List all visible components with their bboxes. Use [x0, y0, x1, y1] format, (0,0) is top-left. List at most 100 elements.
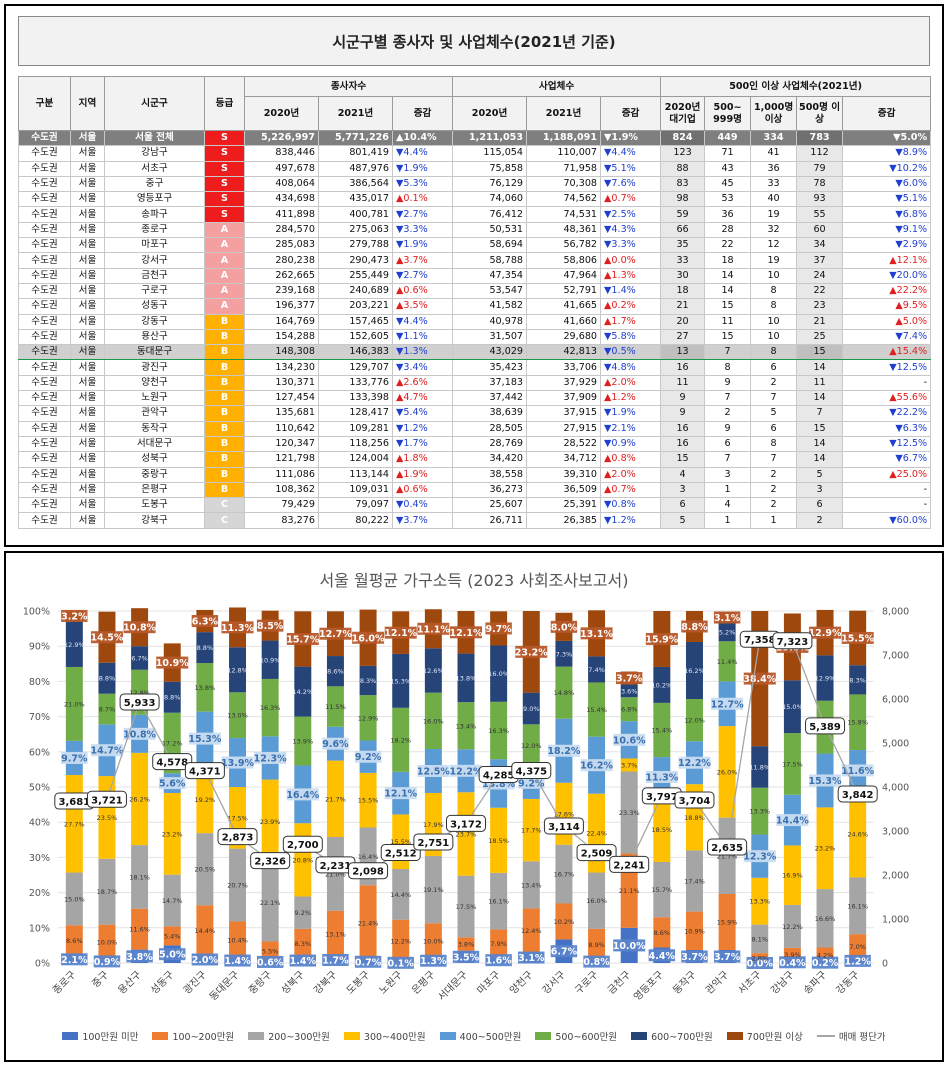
- table-row: 수도권 서울 강동구 B 164,769 157,465 ▼4.4% 40,978 41,660…: [18, 313, 932, 330]
- y-right-tick-label: 8,000: [882, 607, 909, 618]
- large-1000-cell: 10: [750, 313, 798, 330]
- grade-cell: B: [204, 451, 245, 468]
- category-label: 서초구: [736, 969, 764, 997]
- data-label-bg: [743, 672, 776, 685]
- bar-segment: [65, 621, 83, 667]
- grade-cell: A: [204, 252, 245, 269]
- line-data-label: 4,375: [515, 767, 547, 778]
- data-label: 7.9%: [490, 940, 507, 948]
- bar-segment: [326, 656, 344, 687]
- line-label-box: [674, 791, 715, 809]
- large-2020-cell: 20: [660, 313, 706, 330]
- data-label: 3.7%: [681, 952, 708, 963]
- workers-2021-cell: 240,689: [318, 282, 393, 300]
- businesses-2020-cell: 38,558: [452, 466, 528, 483]
- region-cell: 수도권: [18, 129, 71, 147]
- bar-segment: [163, 926, 181, 946]
- y-right-tick-label: 2,000: [882, 871, 909, 882]
- district-cell: 광진구: [104, 359, 205, 376]
- bar-segment: [653, 796, 671, 862]
- large-1000-cell: 2: [750, 497, 798, 514]
- workers-2020-cell: 79,429: [244, 497, 319, 514]
- workers-2020-cell: 148,308: [244, 344, 319, 361]
- line-data-label: 4,285: [483, 770, 515, 781]
- large-500plus-cell: 25: [796, 328, 844, 346]
- data-label: 11.4%: [717, 658, 738, 666]
- businesses-2021-cell: 74,531: [526, 206, 602, 223]
- data-label: 12.3%: [743, 852, 776, 863]
- legend-swatch: [439, 1032, 456, 1040]
- data-label: 16.1%: [847, 902, 868, 910]
- large-500plus-cell: 14: [796, 359, 844, 376]
- large-2020-cell: 6: [660, 497, 706, 514]
- data-label: 17.7%: [521, 827, 542, 835]
- workers-2020-cell: 196,377: [244, 298, 319, 315]
- data-label: 23.2%: [815, 845, 836, 853]
- grade-cell: A: [204, 298, 245, 315]
- bar-segment: [392, 653, 410, 708]
- large-1000-cell: 334: [750, 129, 798, 147]
- businesses-change-cell: ▲0.2%: [600, 298, 662, 315]
- data-label-bg: [547, 744, 580, 757]
- large-1000-cell: 10: [750, 328, 798, 346]
- bar-segment: [98, 858, 116, 925]
- data-label: 12.1%: [450, 628, 483, 639]
- chart-title: 서울 월평균 가구소득 (2023 사회조사보고서): [319, 571, 629, 590]
- workers-change-cell: ▲3.5%: [391, 298, 454, 315]
- data-label: 12.8%: [129, 689, 150, 697]
- line-label-box: [772, 632, 813, 650]
- businesses-2021-cell: 36,509: [526, 481, 602, 499]
- data-label-bg: [322, 737, 349, 750]
- large-500-cell: 14: [704, 267, 752, 284]
- grade-cell: S: [204, 175, 245, 193]
- data-table: 구분 지역 시군구 등급 종사자수 사업체수 500인 이상 사업체수(2021…: [18, 76, 932, 529]
- bar-segment: [196, 632, 214, 664]
- large-1000-cell: 10: [750, 267, 798, 284]
- bar-segment: [588, 928, 606, 961]
- table-row: 수도권 서울 송파구 S 411,898 400,781 ▼2.7% 76,412 74,531…: [18, 206, 932, 223]
- businesses-change-cell: ▼2.5%: [600, 206, 662, 223]
- data-label: 12.6%: [423, 667, 444, 675]
- table-row: 수도권 서울 중구 S 408,064 386,564 ▼5.3% 76,129 70,308 ▼…: [18, 175, 932, 193]
- bar-segment: [783, 680, 801, 734]
- data-label-bg: [681, 620, 708, 633]
- large-500plus-cell: 15: [796, 344, 844, 361]
- large-500plus-cell: 5: [796, 466, 844, 483]
- large-2020-cell: 18: [660, 282, 706, 300]
- legend-item: 700만원 이상: [726, 1029, 803, 1043]
- data-label-bg: [713, 950, 741, 963]
- data-label: 22.1%: [260, 899, 281, 907]
- bar-segment: [490, 807, 508, 873]
- header-region: 구분: [18, 76, 71, 131]
- businesses-2021-cell: 39,310: [526, 466, 602, 483]
- businesses-2020-cell: 58,788: [452, 252, 528, 269]
- line-data-label: 3,704: [679, 796, 711, 807]
- large-change-cell: ▼60.0%: [842, 512, 932, 529]
- data-label: 21.7%: [717, 852, 738, 860]
- data-label-bg: [417, 764, 450, 777]
- data-label-bg: [384, 626, 417, 639]
- bar-segment: [588, 872, 606, 929]
- data-label: 10.2%: [652, 681, 673, 689]
- data-label: 17.5%: [782, 760, 803, 768]
- data-label: 0.8%: [583, 957, 610, 968]
- workers-2020-cell: 164,769: [244, 313, 319, 330]
- data-label: 10.9%: [156, 658, 189, 669]
- data-label: 21.0%: [64, 700, 85, 708]
- data-label: 8.0%: [551, 622, 578, 633]
- area-cell: 서울: [70, 175, 105, 193]
- data-label: 17.4%: [684, 877, 705, 885]
- data-label: 13.3%: [749, 808, 770, 816]
- data-label: 6.8%: [621, 706, 638, 714]
- bar-segment: [653, 666, 671, 703]
- businesses-2020-cell: 35,423: [452, 359, 528, 376]
- data-label-bg: [352, 631, 385, 644]
- workers-2021-cell: 152,605: [318, 328, 393, 346]
- large-change-cell: ▼7.4%: [842, 328, 932, 346]
- legend-item: 100만원 미만: [62, 1029, 138, 1043]
- data-label: 3.8%: [126, 952, 153, 963]
- y-left-tick-label: 60%: [29, 747, 50, 758]
- data-label: 15.3%: [809, 776, 842, 787]
- bar-segment: [326, 910, 344, 958]
- data-label-bg: [256, 955, 284, 968]
